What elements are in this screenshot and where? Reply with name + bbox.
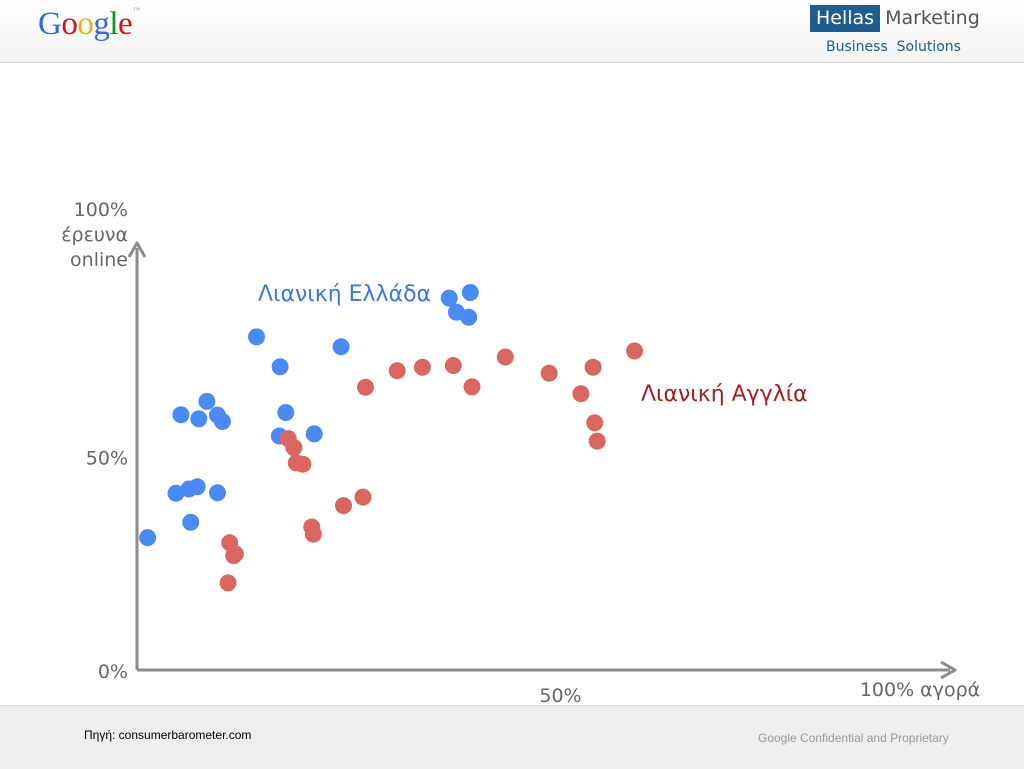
chart-axes (127, 241, 957, 680)
point-retail-uk (388, 362, 406, 380)
google-logo-letter-g2: g (93, 6, 110, 42)
hellas-logo-box: Hellas (810, 5, 881, 32)
point-retail-greece (167, 484, 185, 502)
point-retail-uk (226, 545, 244, 563)
point-retail-uk (586, 414, 604, 432)
point-retail-uk (463, 378, 481, 396)
google-logo-letter-o1: o (61, 6, 78, 42)
series-label-uk: Λιανική Αγγλία (641, 382, 808, 407)
point-retail-greece (277, 404, 295, 421)
point-retail-greece (198, 392, 216, 410)
series-label-greece: Λιανική Ελλάδα (258, 282, 431, 307)
point-retail-uk (626, 342, 644, 360)
point-retail-uk (294, 455, 312, 473)
point-retail-greece (188, 478, 206, 496)
google-logo-letter-o2: o (77, 6, 94, 42)
point-retail-uk (354, 488, 372, 506)
point-retail-greece (172, 406, 190, 424)
point-retail-uk (444, 357, 462, 374)
point-retail-uk (496, 348, 514, 366)
point-retail-greece (182, 513, 200, 531)
point-retail-greece (440, 289, 458, 307)
point-retail-greece (139, 529, 157, 547)
hellas-logo-subtitle: Business Solutions (826, 39, 961, 55)
slide-header: Google™ Hellas Marketing Business Solutio… (0, 0, 1024, 63)
point-retail-uk (285, 439, 303, 456)
point-retail-greece (461, 284, 479, 301)
point-retail-uk (335, 497, 352, 515)
hellas-marketing-logo: Hellas Marketing (810, 5, 980, 32)
point-retail-greece (305, 425, 323, 443)
chart-points (139, 284, 644, 592)
point-retail-uk (219, 574, 237, 592)
point-retail-uk (304, 525, 322, 543)
y-axis-label-line: 100% (74, 199, 128, 221)
hellas-logo-marketing: Marketing (885, 7, 980, 29)
source-note: Πηγή: consumerbarometer.com (84, 728, 252, 742)
point-retail-uk (413, 358, 431, 376)
google-logo: Google™ (38, 6, 140, 43)
slide-footer (0, 705, 1024, 769)
point-retail-uk (357, 378, 374, 396)
point-retail-greece (190, 410, 208, 428)
y-axis-label-line: online (70, 249, 128, 271)
trademark-mark: ™ (133, 6, 140, 14)
y-tick-label: 50% (86, 448, 128, 470)
google-logo-letter-e: e (118, 6, 133, 42)
google-logo-letter-l: l (109, 6, 119, 42)
point-retail-greece (248, 328, 265, 346)
y-axis-arrow (127, 241, 147, 258)
point-retail-greece (213, 413, 231, 430)
point-retail-uk (588, 432, 606, 450)
y-axis-label-line: έρευνα (61, 224, 128, 246)
x-axis-arrow (940, 660, 957, 680)
point-retail-greece (332, 338, 350, 356)
point-retail-greece (209, 484, 226, 502)
google-logo-letter-g: G (38, 6, 62, 42)
confidential-note: Google Confidential and Proprietary (758, 731, 949, 745)
point-retail-greece (460, 308, 478, 326)
point-retail-uk (540, 364, 558, 382)
x-axis-label-line: 100% αγορά (860, 679, 980, 701)
y-tick-label: 0% (98, 661, 128, 683)
point-retail-uk (584, 358, 602, 376)
chart-series-labels: Λιανική Ελλάδα Λιανική Αγγλία (258, 282, 808, 407)
point-retail-uk (572, 385, 590, 403)
x-tick-label: 50% (539, 685, 581, 707)
point-retail-greece (271, 358, 289, 376)
